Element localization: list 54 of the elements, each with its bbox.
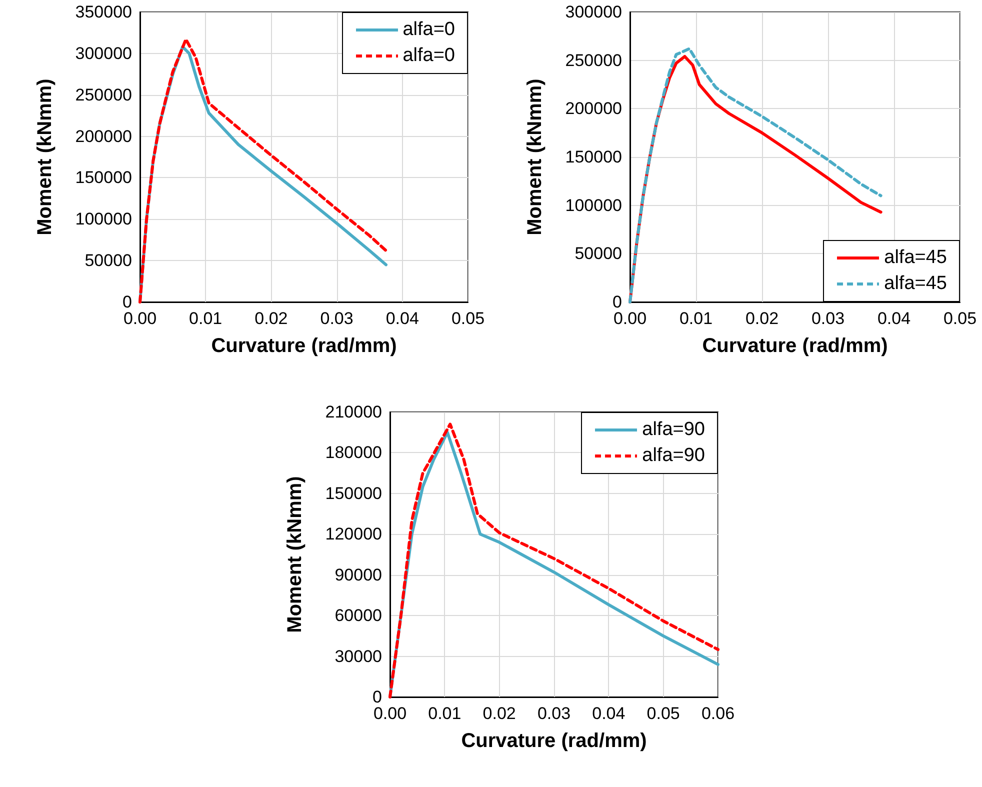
y-axis-title: Moment (kNmm) xyxy=(524,78,546,236)
y-tick-label: 100000 xyxy=(75,210,132,229)
legend-label: alfa=0 xyxy=(402,44,455,68)
legend-label: alfa=90 xyxy=(642,418,705,442)
y-tick-label: 300000 xyxy=(75,44,132,63)
x-tick-label: 0.02 xyxy=(482,704,516,723)
y-tick-label: 50000 xyxy=(574,244,622,264)
x-tick-label: 0.05 xyxy=(646,704,680,723)
x-tick-label: 0.04 xyxy=(877,309,911,328)
y-tick-label: 120000 xyxy=(325,524,382,544)
y-tick-label: 0 xyxy=(612,292,622,312)
x-tick-label: 0.00 xyxy=(613,309,647,328)
y-tick-label: 50000 xyxy=(84,251,132,270)
x-tick-label: 0.00 xyxy=(373,704,407,723)
x-tick-label: 0.03 xyxy=(537,704,571,723)
x-tick-label: 0.01 xyxy=(428,704,462,723)
x-tick-label: 0.03 xyxy=(811,309,845,328)
x-tick-label: 0.04 xyxy=(592,704,626,723)
y-tick-label: 200000 xyxy=(75,126,132,146)
x-tick-label: 0.00 xyxy=(123,309,157,328)
x-axis-title: Curvature (rad/mm) xyxy=(211,335,397,357)
y-tick-label: 210000 xyxy=(325,402,382,422)
y-tick-label: 250000 xyxy=(75,85,132,104)
x-axis-title: Curvature (rad/mm) xyxy=(702,335,888,357)
y-tick-label: 150000 xyxy=(325,484,382,503)
y-tick-label: 100000 xyxy=(565,196,622,215)
x-tick-label: 0.05 xyxy=(451,309,485,328)
y-axis-title: Moment (kNmm) xyxy=(34,78,56,236)
x-tick-label: 0.05 xyxy=(943,309,977,328)
x-tick-label: 0.01 xyxy=(189,309,222,328)
legend-label: alfa=45 xyxy=(884,246,947,270)
x-axis-title: Curvature (rad/mm) xyxy=(461,730,647,752)
legend-label: alfa=0 xyxy=(402,18,455,42)
y-tick-label: 30000 xyxy=(334,646,382,666)
legend-label: alfa=90 xyxy=(642,444,705,468)
x-tick-label: 0.03 xyxy=(320,309,354,328)
y-tick-label: 60000 xyxy=(334,606,382,626)
y-tick-label: 300000 xyxy=(565,2,622,22)
x-tick-label: 0.02 xyxy=(254,309,288,328)
legend-label: alfa=45 xyxy=(884,272,947,296)
y-tick-label: 90000 xyxy=(334,565,382,584)
x-tick-label: 0.06 xyxy=(701,704,735,723)
y-tick-label: 200000 xyxy=(565,99,622,118)
y-axis-title: Moment (kNmm) xyxy=(284,476,306,633)
y-tick-label: 180000 xyxy=(325,443,382,462)
y-tick-label: 0 xyxy=(122,292,132,312)
x-tick-label: 0.01 xyxy=(679,309,713,328)
y-tick-label: 150000 xyxy=(565,148,622,166)
y-tick-label: 250000 xyxy=(565,50,622,70)
y-tick-label: 150000 xyxy=(75,168,132,188)
x-tick-label: 0.04 xyxy=(386,309,419,328)
y-tick-label: 350000 xyxy=(75,2,132,22)
x-tick-label: 0.02 xyxy=(745,309,779,328)
y-tick-label: 0 xyxy=(372,688,382,706)
